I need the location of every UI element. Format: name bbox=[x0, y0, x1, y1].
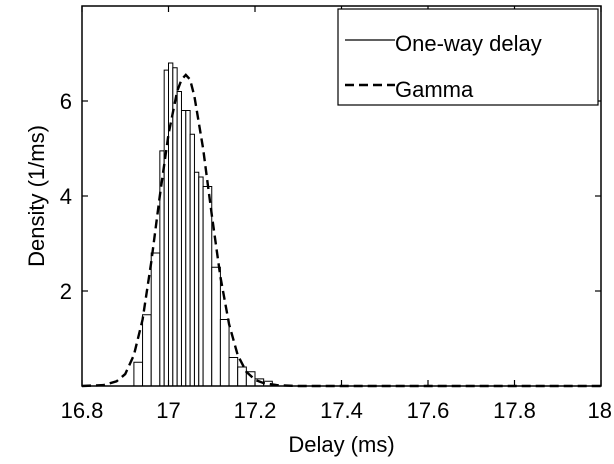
legend-label-one-way-delay: One-way delay bbox=[395, 31, 542, 56]
y-tick-label: 2 bbox=[60, 279, 72, 304]
histogram-bar bbox=[142, 314, 152, 387]
x-tick-label: 17.6 bbox=[407, 398, 450, 423]
histogram-bar bbox=[180, 110, 187, 387]
y-tick-label: 4 bbox=[60, 184, 72, 209]
x-tick-label: 18 bbox=[588, 398, 612, 423]
histogram-bar bbox=[189, 133, 195, 387]
histogram-bar bbox=[185, 110, 191, 387]
histogram-bar bbox=[228, 357, 239, 387]
x-axis-label: Delay (ms) bbox=[288, 432, 394, 457]
histogram-bar bbox=[150, 252, 161, 387]
histogram-bar bbox=[133, 361, 144, 387]
histogram-bar bbox=[193, 171, 200, 387]
histogram-bar bbox=[202, 186, 213, 387]
x-tick-labels: 16.8 17 17.2 17.4 17.6 17.8 18 bbox=[61, 398, 612, 423]
y-tick-label: 6 bbox=[60, 89, 72, 114]
x-tick-label: 17.2 bbox=[234, 398, 277, 423]
y-axis-label: Density (1/ms) bbox=[24, 125, 49, 267]
histogram-bar bbox=[163, 69, 170, 387]
y-tick-labels: 2 4 6 bbox=[60, 89, 72, 304]
legend-box bbox=[337, 8, 599, 106]
histogram-bar bbox=[219, 319, 230, 387]
histogram-bar bbox=[237, 366, 247, 387]
x-tick-label: 17.8 bbox=[493, 398, 536, 423]
legend-label-gamma: Gamma bbox=[395, 77, 474, 102]
histogram-bar bbox=[198, 176, 204, 387]
legend: One-way delay Gamma bbox=[337, 8, 599, 106]
x-tick-label: 17 bbox=[156, 398, 180, 423]
histogram-bar bbox=[211, 266, 221, 387]
x-tick-label: 17.4 bbox=[320, 398, 363, 423]
histogram-bar bbox=[176, 91, 182, 387]
x-tick-label: 16.8 bbox=[61, 398, 104, 423]
